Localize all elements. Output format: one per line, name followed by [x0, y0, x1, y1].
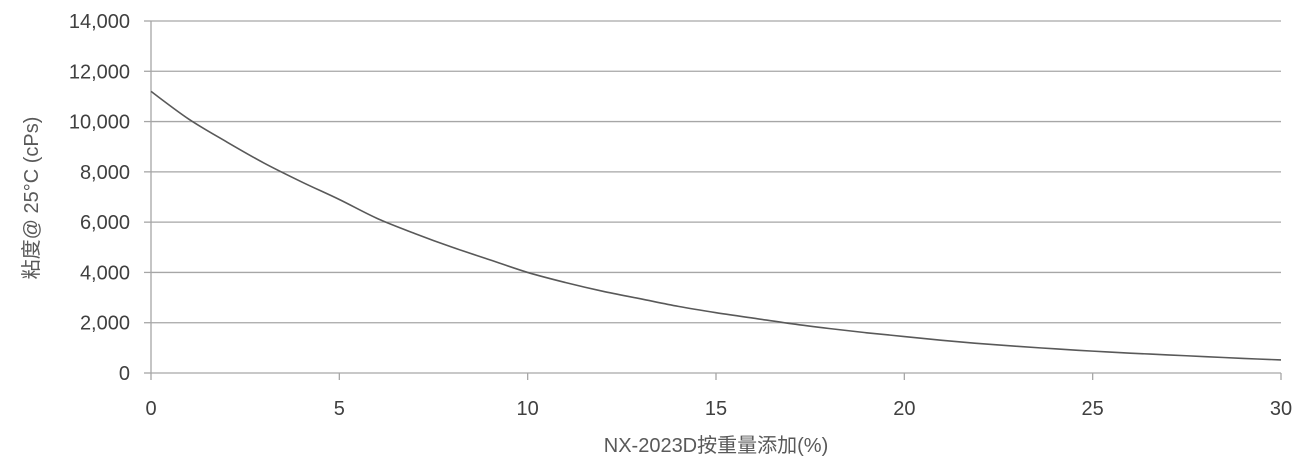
x-tick-label: 5	[334, 398, 345, 420]
y-axis-title: 粘度@ 25°C (cPs)	[20, 117, 43, 280]
y-tick-label: 4,000	[80, 262, 130, 284]
axes	[144, 21, 1281, 380]
x-tick-label: 15	[705, 398, 727, 420]
y-tick-labels: 0 2,000 4,000 6,000 8,000 10,000 12,000 14,000	[69, 11, 130, 385]
y-tick-label: 6,000	[80, 212, 130, 234]
y-tick-label: 2,000	[80, 313, 130, 335]
gridlines	[151, 21, 1281, 323]
x-tick-label: 30	[1270, 398, 1292, 420]
series-layer	[151, 91, 1281, 360]
x-axis-title: NX-2023D按重量添加(%)	[604, 434, 828, 457]
y-tick-label: 0	[119, 363, 130, 385]
x-tick-labels: 0 5 10 15 20 25 30	[145, 398, 1292, 420]
series-line	[151, 91, 1281, 360]
y-tick-label: 14,000	[69, 11, 130, 33]
x-tick-label: 0	[145, 398, 156, 420]
y-tick-label: 12,000	[69, 61, 130, 83]
y-tick-label: 8,000	[80, 162, 130, 184]
y-tick-label: 10,000	[69, 112, 130, 134]
x-tick-label: 20	[893, 398, 915, 420]
x-tick-label: 25	[1082, 398, 1104, 420]
x-tick-label: 10	[517, 398, 539, 420]
